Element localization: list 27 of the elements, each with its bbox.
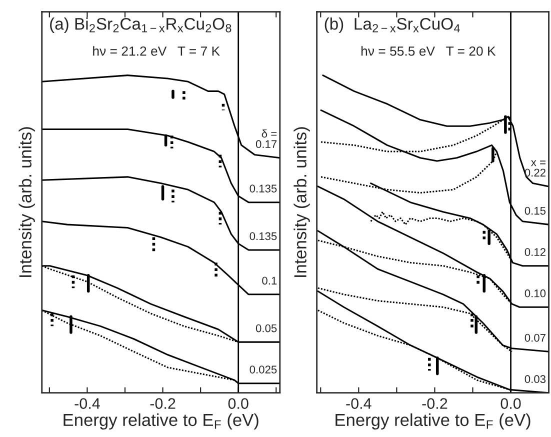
x-tick-label: 0.0 bbox=[228, 398, 248, 409]
series-label: 0.17 bbox=[256, 140, 277, 148]
annotation: δ = bbox=[262, 129, 277, 138]
series-label: 0.10 bbox=[524, 289, 546, 298]
chart-title: (a) Bi$_{2}$Sr$_{2}$Ca$_{1−x}$R$_{x}$Cu$_{2}$O$_{8}$ bbox=[50, 18, 232, 34]
chart-subtitle: hν = 21.2 eV T = 7 K bbox=[93, 46, 220, 56]
series-label: 0.15 bbox=[524, 206, 546, 215]
chart-title: (b) La$_{2−x}$Sr$_{x}$CuO$_{4}$ bbox=[324, 18, 460, 34]
series-label: 0.025 bbox=[250, 366, 277, 374]
series-label: 0.1 bbox=[262, 276, 277, 285]
y-axis-title: Intensity (arb. units) bbox=[18, 127, 35, 277]
x-tick-label: -0.2 bbox=[422, 398, 448, 409]
series-label: 0.03 bbox=[524, 375, 546, 384]
y-axis-title: Intensity (arb. units) bbox=[294, 127, 310, 277]
x-axis-title: Energy relative to E$_{F}$ (eV) bbox=[64, 413, 258, 430]
series-label: 0.135 bbox=[250, 232, 277, 240]
series-label: 0.135 bbox=[250, 184, 277, 192]
annotation: x = bbox=[531, 160, 546, 166]
series-label: 0.12 bbox=[524, 248, 546, 256]
x-axis-title: Energy relative to E$_{F}$ (eV) bbox=[336, 413, 530, 430]
x-tick-label: -0.4 bbox=[74, 398, 100, 409]
x-tick-label: -0.4 bbox=[346, 398, 372, 409]
series-label: 0.07 bbox=[524, 334, 546, 342]
chart-subtitle: hν = 55.5 eV T = 20 K bbox=[361, 46, 496, 56]
x-tick-label: -0.2 bbox=[150, 398, 176, 409]
x-tick-label: 0.0 bbox=[500, 398, 521, 409]
series-label: 0.05 bbox=[256, 324, 277, 332]
